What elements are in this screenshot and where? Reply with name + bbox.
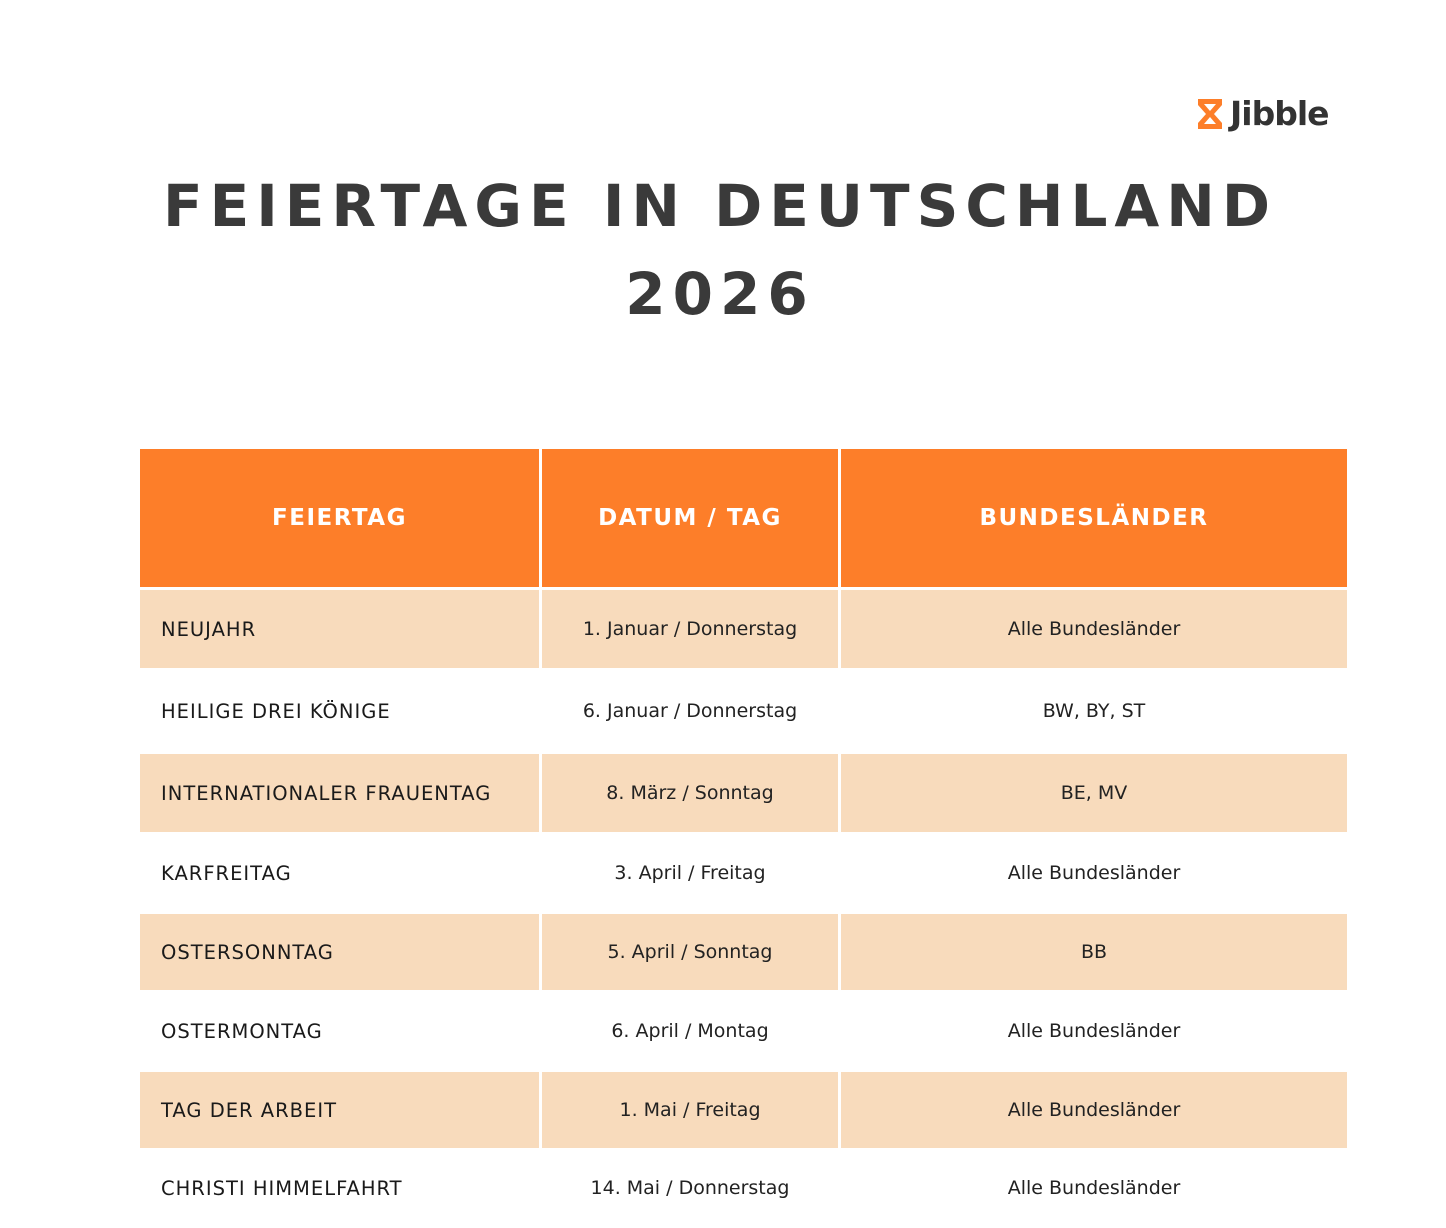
holiday-name: HEILIGE DREI KÖNIGE bbox=[161, 699, 391, 723]
holiday-states: Alle Bundesländer bbox=[841, 1072, 1347, 1148]
holiday-date: 6. April / Montag bbox=[611, 1020, 769, 1042]
brand-logo: Jibble bbox=[1196, 94, 1330, 133]
table-row: INTERNATIONALER FRAUENTAG 8. März / Sonn… bbox=[140, 754, 1347, 832]
holiday-date: 6. Januar / Donnerstag bbox=[582, 700, 798, 722]
holiday-name: OSTERSONNTAG bbox=[140, 914, 539, 990]
column-header-states: BUNDESLÄNDER bbox=[841, 449, 1347, 587]
page-title: FEIERTAGE IN DEUTSCHLAND 2026 bbox=[162, 172, 1277, 328]
column-header-date: DATUM / TAG bbox=[542, 449, 838, 587]
holiday-states: Alle Bundesländer bbox=[1007, 1020, 1181, 1042]
holiday-name: INTERNATIONALER FRAUENTAG bbox=[140, 754, 539, 832]
holiday-table: FEIERTAG DATUM / TAG BUNDESLÄNDER NEUJAH… bbox=[140, 449, 1347, 1228]
holiday-name: KARFREITAG bbox=[161, 861, 292, 885]
holiday-name: CHRISTI HIMMELFAHRT bbox=[161, 1176, 403, 1200]
brand-name: Jibble bbox=[1230, 94, 1330, 133]
holiday-name: OSTERMONTAG bbox=[161, 1019, 323, 1043]
holiday-date: 8. März / Sonntag bbox=[542, 754, 838, 832]
table-row: CHRISTI HIMMELFAHRT 14. Mai / Donnerstag… bbox=[140, 1148, 1347, 1228]
holiday-states: Alle Bundesländer bbox=[1007, 862, 1181, 884]
table-row: KARFREITAG 3. April / Freitag Alle Bunde… bbox=[140, 832, 1347, 914]
holiday-date: 1. Januar / Donnerstag bbox=[542, 590, 838, 668]
table-row: NEUJAHR 1. Januar / Donnerstag Alle Bund… bbox=[140, 590, 1347, 668]
holiday-date: 3. April / Freitag bbox=[614, 862, 766, 884]
holiday-date: 14. Mai / Donnerstag bbox=[590, 1177, 790, 1199]
holiday-name: TAG DER ARBEIT bbox=[140, 1072, 539, 1148]
table-header-row: FEIERTAG DATUM / TAG BUNDESLÄNDER bbox=[140, 449, 1347, 587]
column-header-holiday: FEIERTAG bbox=[140, 449, 539, 587]
table-row: TAG DER ARBEIT 1. Mai / Freitag Alle Bun… bbox=[140, 1072, 1347, 1148]
holiday-states: BB bbox=[841, 914, 1347, 990]
holiday-states: BW, BY, ST bbox=[1042, 700, 1146, 722]
table-row: HEILIGE DREI KÖNIGE 6. Januar / Donnerst… bbox=[140, 668, 1347, 754]
table-row: OSTERSONNTAG 5. April / Sonntag BB bbox=[140, 914, 1347, 990]
holiday-states: BE, MV bbox=[841, 754, 1347, 832]
holiday-name: NEUJAHR bbox=[140, 590, 539, 668]
table-row: OSTERMONTAG 6. April / Montag Alle Bunde… bbox=[140, 990, 1347, 1072]
holiday-states: Alle Bundesländer bbox=[1007, 1177, 1181, 1199]
holiday-date: 1. Mai / Freitag bbox=[542, 1072, 838, 1148]
holiday-date: 5. April / Sonntag bbox=[542, 914, 838, 990]
hourglass-icon bbox=[1198, 99, 1222, 129]
holiday-states: Alle Bundesländer bbox=[841, 590, 1347, 668]
